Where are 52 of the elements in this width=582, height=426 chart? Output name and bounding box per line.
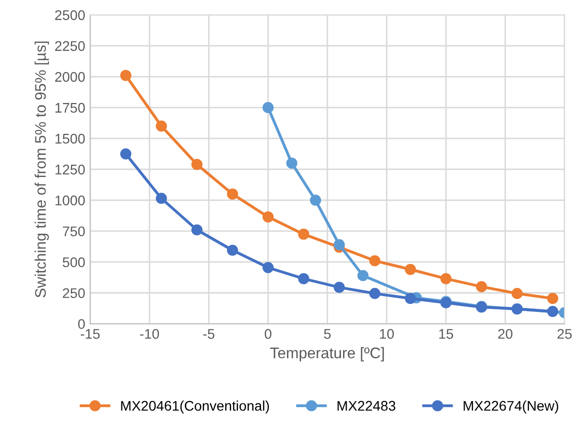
point xyxy=(334,282,345,293)
x-axis-title: Temperature [ºC] xyxy=(270,347,384,362)
point xyxy=(226,244,238,256)
point xyxy=(191,158,202,170)
point xyxy=(440,273,452,284)
point xyxy=(262,102,274,114)
point xyxy=(547,306,558,317)
point xyxy=(334,239,345,250)
point xyxy=(357,270,369,282)
point xyxy=(547,292,558,304)
y-tick-label: 1000 xyxy=(56,196,85,206)
point xyxy=(120,148,132,160)
x-tick-label: 10 xyxy=(380,328,394,339)
point xyxy=(298,228,310,240)
y-tick-label: 500 xyxy=(62,257,85,268)
point xyxy=(262,211,274,222)
x-tick-label: 0 xyxy=(264,328,272,339)
y-axis-title: Switching time of from 5% to 95% [µs] xyxy=(34,42,49,298)
legend-label: MX20461(Conventional) xyxy=(121,400,269,414)
point xyxy=(512,288,523,300)
point xyxy=(369,255,380,266)
y-tick-label: 1250 xyxy=(56,164,85,175)
y-tick-label: 0 xyxy=(78,319,85,329)
y-tick-label: 2500 xyxy=(55,10,85,20)
x-tick-label: 5 xyxy=(324,329,331,339)
point xyxy=(226,188,238,200)
x-tick-label: -15 xyxy=(80,329,100,339)
y-tick-label: 2000 xyxy=(55,72,85,82)
x-tick-label: 20 xyxy=(498,328,512,339)
legend-label: MX22674(New) xyxy=(464,400,558,414)
legend-label: MX22483 xyxy=(338,400,396,411)
point xyxy=(298,273,310,284)
point xyxy=(156,120,167,132)
point xyxy=(476,281,488,292)
point xyxy=(369,288,380,300)
point xyxy=(262,262,274,274)
point xyxy=(120,70,132,81)
x-tick-label: 15 xyxy=(439,329,454,339)
y-tick-label: 1500 xyxy=(56,134,85,144)
point xyxy=(286,158,298,169)
x-tick-label: -10 xyxy=(140,328,159,339)
y-tick-label: 750 xyxy=(62,226,85,236)
point xyxy=(191,224,202,236)
y-tick-label: 2250 xyxy=(55,41,85,51)
x-tick-label: -5 xyxy=(203,329,214,339)
point xyxy=(404,264,416,275)
point xyxy=(404,292,416,304)
y-tick-label: 1750 xyxy=(56,102,85,113)
point xyxy=(310,194,322,206)
y-tick-label: 250 xyxy=(62,288,85,298)
point xyxy=(156,192,167,204)
x-tick-label: 25 xyxy=(558,328,572,339)
